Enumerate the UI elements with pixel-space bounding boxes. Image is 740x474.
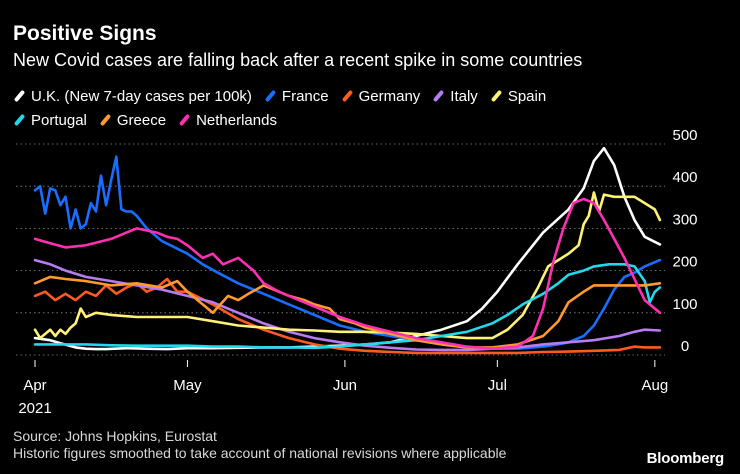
legend-item: Germany [341, 87, 421, 105]
legend-item: Italy [432, 88, 478, 105]
y-tick-label-0: 0 [681, 338, 689, 355]
chart-title: Positive Signs [13, 22, 157, 45]
legend-item: U.K. (New 7-day cases per 100k) [13, 88, 252, 105]
legend-label: Spain [507, 87, 547, 105]
smoothing-note: Historic figures smoothed to take accoun… [13, 445, 507, 461]
legend: U.K. (New 7-day cases per 100k) France Ger… [13, 86, 723, 130]
series-line-portugal [33, 262, 662, 350]
legend-row: U.K. (New 7-day cases per 100k) France Ger… [13, 86, 723, 106]
legend-item: Spain [490, 88, 546, 105]
chart-subtitle: New Covid cases are falling back after a… [13, 50, 583, 70]
x-tick-year-label: 2021 [18, 400, 51, 417]
legend-label: U.K. (New 7-day cases per 100k) [31, 87, 252, 105]
series-line-germany [33, 277, 662, 355]
legend-item: Portugal [13, 112, 87, 129]
x-tick-label-aug: Aug [641, 377, 668, 394]
legend-item: France [264, 88, 329, 105]
x-tick-label-may: May [173, 377, 202, 394]
legend-label: Italy [450, 87, 478, 105]
legend-label: Greece [116, 111, 167, 129]
legend-item: Greece [99, 112, 166, 129]
legend-label: Netherlands [196, 111, 277, 129]
bloomberg-logo: Bloomberg [646, 450, 725, 467]
y-tick-label-400: 400 [672, 169, 697, 186]
x-tick-label-jun: Jun [333, 377, 357, 394]
x-tick-label-apr: Apr [23, 377, 46, 394]
y-tick-label-300: 300 [672, 211, 697, 228]
series-line-greece [33, 275, 662, 349]
legend-label: Germany [358, 87, 421, 105]
legend-label: Portugal [31, 111, 87, 129]
legend-label: France [281, 87, 329, 105]
x-tick-label-jul: Jul [488, 377, 507, 394]
y-tick-label-500: 500 [672, 127, 697, 144]
y-tick-label-200: 200 [672, 254, 697, 271]
series-line-netherlands [33, 197, 662, 351]
source-note: Source: Johns Hopkins, Eurostat [13, 428, 217, 444]
legend-item: Netherlands [178, 112, 277, 129]
legend-row: Portugal Greece Netherlands [13, 110, 723, 130]
y-tick-label-100: 100 [672, 296, 697, 313]
series-line-spain [33, 191, 662, 340]
